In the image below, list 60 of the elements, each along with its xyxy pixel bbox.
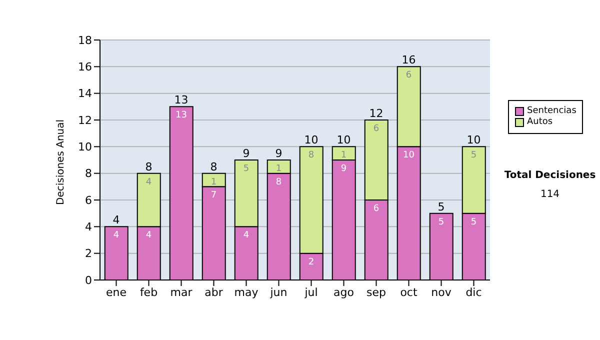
y-tick-label: 12 xyxy=(78,114,92,127)
y-tick-label: 10 xyxy=(78,140,92,154)
y-tick-label: 6 xyxy=(85,194,92,207)
total-label: 8 xyxy=(210,160,218,174)
x-tick-label: mar xyxy=(170,286,193,299)
data-label: 4 xyxy=(113,230,120,241)
y-axis-title: Decisiones Anual xyxy=(56,119,67,205)
data-label: 5 xyxy=(438,217,444,228)
x-tick-label: oct xyxy=(400,286,418,299)
x-tick-label: jul xyxy=(304,286,318,299)
y-tick-label: 16 xyxy=(78,60,92,74)
data-label: 6 xyxy=(373,204,380,214)
y-tick-label: 0 xyxy=(85,274,92,287)
data-label: 7 xyxy=(210,190,217,201)
data-label: 4 xyxy=(146,177,152,188)
total-label: 16 xyxy=(402,54,416,67)
text: Total Decisiones xyxy=(503,170,597,181)
total-label: 9 xyxy=(275,147,282,160)
y-tick-label: 8 xyxy=(85,167,92,180)
data-label: 6 xyxy=(373,124,380,134)
data-label: 8 xyxy=(308,150,314,161)
data-label: 1 xyxy=(276,164,282,174)
total-label: 13 xyxy=(174,94,188,107)
data-label: 2 xyxy=(308,257,314,268)
total-label: 10 xyxy=(466,134,481,147)
text: 114 xyxy=(539,189,561,200)
data-label: 4 xyxy=(146,230,152,241)
total-label: 5 xyxy=(438,200,445,214)
data-label: 6 xyxy=(406,70,412,81)
x-tick-label: feb xyxy=(140,286,158,299)
y-tick-label: 14 xyxy=(78,87,92,100)
total-label: 9 xyxy=(242,147,250,160)
total-label: 4 xyxy=(112,214,120,227)
data-label: 1 xyxy=(340,150,347,161)
data-label: 10 xyxy=(403,150,415,161)
x-tick-label: sep xyxy=(366,286,386,299)
data-label: 5 xyxy=(243,164,250,174)
x-tick-label: ago xyxy=(334,286,354,299)
x-tick-label: abr xyxy=(204,286,224,299)
legend-label: Autos xyxy=(527,117,553,128)
data-label: 4 xyxy=(243,230,250,241)
data-label: 8 xyxy=(276,177,282,188)
total-label: 10 xyxy=(336,134,351,147)
data-label: 13 xyxy=(176,110,187,121)
x-tick-label: nov xyxy=(431,286,452,299)
x-tick-label: dic xyxy=(466,286,482,299)
data-label: 5 xyxy=(470,150,477,161)
data-label: 9 xyxy=(340,164,347,174)
total-label: 8 xyxy=(145,160,152,174)
y-tick-label: 18 xyxy=(78,34,92,47)
total-label: 10 xyxy=(304,134,318,147)
legend-label: Sentencias xyxy=(527,106,576,117)
x-tick-label: may xyxy=(234,286,259,299)
x-tick-label: jun xyxy=(269,286,288,299)
x-tick-label: ene xyxy=(106,286,127,299)
y-tick-label: 4 xyxy=(85,220,92,234)
total-label: 12 xyxy=(369,107,384,120)
data-label: 5 xyxy=(470,217,477,228)
y-tick-label: 2 xyxy=(85,247,92,260)
data-label: 1 xyxy=(210,177,217,188)
